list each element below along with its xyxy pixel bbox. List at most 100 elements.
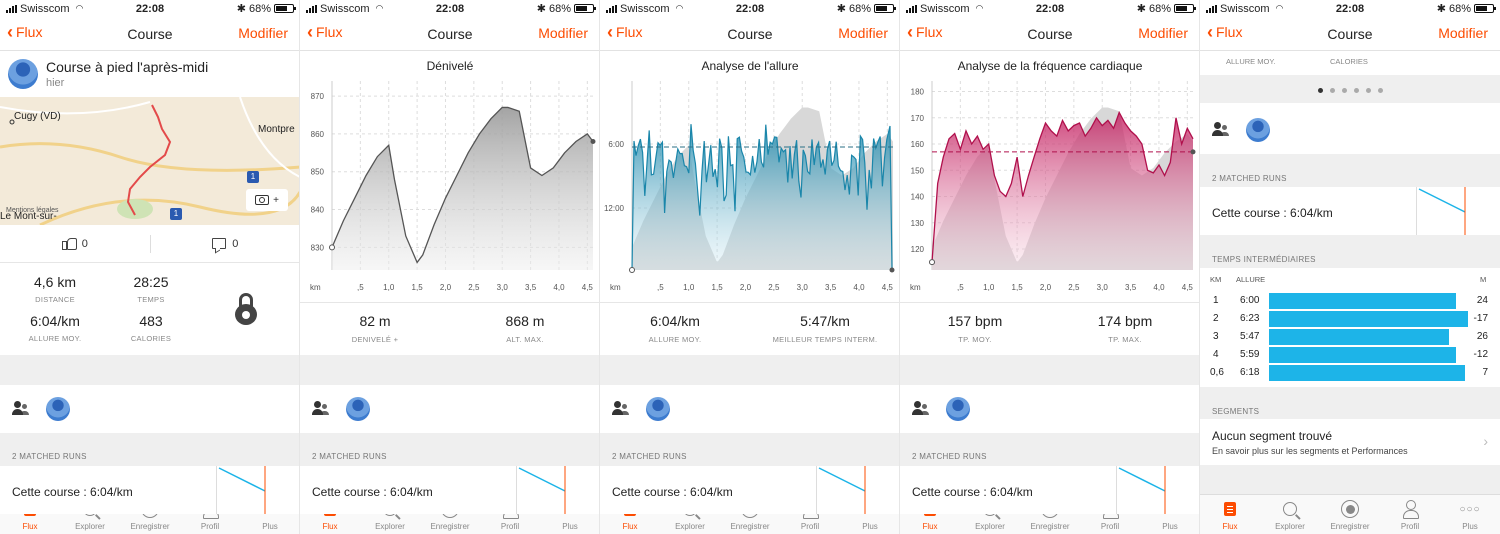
tab-profil[interactable]: Profil: [1380, 495, 1440, 534]
battery-percent: 68%: [248, 2, 271, 15]
battery-percent: 68%: [1148, 2, 1171, 15]
divider: [149, 234, 151, 253]
tab-plus[interactable]: ○○○ Plus: [1440, 495, 1500, 534]
start-point: [629, 267, 635, 273]
page-dots[interactable]: [1200, 88, 1500, 93]
matched-run-row[interactable]: Cette course : 6:04/km: [600, 466, 899, 514]
y-tick-label: 180: [911, 88, 925, 97]
y-tick-label: 830: [311, 243, 325, 252]
gray-band: [1200, 235, 1500, 268]
back-button[interactable]: ‹ Flux: [307, 23, 342, 41]
chart-elevation[interactable]: ,5 1,0 1,5 2,0 2,5 3,0 3,5 4,0 4,5 km 830 840 850 860…: [300, 81, 599, 302]
athlete-avatar[interactable]: [8, 59, 38, 89]
nav-bar: ‹ Flux Course Modifier: [900, 17, 1199, 51]
matched-run-row[interactable]: Cette course : 6:04/km: [300, 466, 599, 514]
athletes-row[interactable]: [600, 385, 899, 433]
stat-cell: 6:04/km ALLURE MOY.: [600, 303, 750, 354]
x-tick-label: 2,0: [440, 283, 452, 292]
matched-run-row[interactable]: Cette course : 6:04/km: [0, 466, 299, 514]
battery-icon: [1474, 4, 1496, 13]
tab-enregistrer[interactable]: Enregistrer: [1320, 495, 1380, 534]
back-button[interactable]: ‹ Flux: [7, 23, 42, 41]
plus-label: +: [273, 194, 279, 206]
edit-button[interactable]: Modifier: [1438, 25, 1488, 41]
tab-label: Flux: [1222, 522, 1238, 531]
signal-icon: [6, 4, 17, 13]
search-icon: [1283, 499, 1297, 519]
edit-button[interactable]: Modifier: [1138, 25, 1188, 41]
stat-value: 28:25: [133, 274, 169, 290]
chevron-right-icon: ›: [1483, 433, 1488, 449]
status-right: ✱ 68%: [537, 2, 596, 15]
x-tick-label: 1,0: [383, 283, 395, 292]
split-km: 1: [1213, 295, 1219, 306]
edit-button[interactable]: Modifier: [238, 25, 288, 41]
tab-label: Explorer: [1275, 522, 1305, 531]
y-tick-label: 6:00: [608, 140, 624, 149]
segments-row[interactable]: Aucun segment trouvé En savoir plus sur l…: [1200, 419, 1500, 465]
athletes-row[interactable]: [900, 385, 1199, 433]
avatar[interactable]: [946, 397, 970, 421]
route-map[interactable]: Cugy (VD) Montpre Le Mont-sur- Mentions lég…: [0, 97, 299, 225]
map-legal-link[interactable]: Mentions légales: [6, 207, 59, 214]
signal-icon: [606, 4, 617, 13]
splits-header: KM ALLURE M: [1200, 272, 1500, 290]
matched-run-sparkline: [816, 466, 899, 514]
gray-band: [1200, 154, 1500, 187]
matched-run-row[interactable]: Cette course : 6:04/km: [1200, 187, 1500, 235]
avatar[interactable]: [46, 397, 70, 421]
tab-explorer[interactable]: Explorer: [1260, 495, 1320, 534]
edit-button[interactable]: Modifier: [538, 25, 588, 41]
matched-runs-label: 2 MATCHED RUNS: [312, 452, 387, 461]
avatar[interactable]: [646, 397, 670, 421]
back-button[interactable]: ‹ Flux: [1207, 23, 1242, 41]
chart-pace[interactable]: ,5 1,0 1,5 2,0 2,5 3,0 3,5 4,0 4,5 km 6:00 12:00: [600, 81, 899, 302]
athletes-row[interactable]: [0, 385, 299, 433]
stat-label: CALORIES: [1330, 57, 1368, 66]
matched-run-text: Cette course : 6:04/km: [312, 485, 433, 499]
battery-icon: [574, 4, 596, 13]
activity-header[interactable]: Course à pied l'après-midi hier: [0, 51, 299, 97]
stat-value: 5:47/km: [800, 313, 850, 329]
tab-flux[interactable]: Flux: [1200, 495, 1260, 534]
avatar[interactable]: [346, 397, 370, 421]
back-button[interactable]: ‹ Flux: [607, 23, 642, 41]
add-photo-button[interactable]: +: [246, 189, 288, 211]
back-button[interactable]: ‹ Flux: [907, 23, 942, 41]
activity-date: hier: [46, 77, 65, 89]
segments-learn-more[interactable]: En savoir plus sur les segments et Perfo…: [1212, 446, 1408, 456]
tab-label: Flux: [622, 522, 638, 531]
x-tick-label: 1,0: [983, 283, 995, 292]
stat-label: DISTANCE: [35, 295, 75, 304]
x-tick-label: 2,5: [1068, 283, 1080, 292]
avatar[interactable]: [1246, 118, 1270, 142]
chart-heart[interactable]: ,5 1,0 1,5 2,0 2,5 3,0 3,5 4,0 4,5 km 120 130 140 150…: [900, 81, 1199, 302]
split-pace: 5:47: [1240, 331, 1260, 342]
stat-value: 174 bpm: [1097, 313, 1153, 329]
flux-icon: [1224, 499, 1236, 519]
x-tick-label: 3,5: [525, 283, 537, 292]
carrier-name: Swisscom: [1220, 2, 1270, 15]
matched-run-text: Cette course : 6:04/km: [12, 485, 133, 499]
y-tick-label: 840: [311, 206, 325, 215]
x-tick-label: 3,5: [825, 283, 837, 292]
comment-button[interactable]: 0: [151, 238, 300, 250]
x-tick-label: 2,5: [468, 283, 480, 292]
battery-percent: 68%: [548, 2, 571, 15]
edit-button[interactable]: Modifier: [838, 25, 888, 41]
athletes-row[interactable]: [1200, 106, 1500, 154]
lock-icon[interactable]: [235, 293, 257, 325]
kudos-button[interactable]: 0: [0, 237, 150, 250]
page-dot: [1329, 88, 1335, 93]
matched-run-row[interactable]: Cette course : 6:04/km: [900, 466, 1199, 514]
x-tick-label: 4,5: [1182, 283, 1194, 292]
stat-label: ALT. MAX.: [506, 335, 544, 344]
group-icon: [912, 401, 932, 417]
chart-title: Analyse de l'allure: [701, 59, 799, 73]
stat-cell: 6:04/km ALLURE MOY.: [0, 313, 110, 343]
chart-stats: 82 m DENIVELÉ + 868 m ALT. MAX.: [300, 302, 599, 354]
athletes-row[interactable]: [300, 385, 599, 433]
screen-chart-elevation: Swisscom ◠ 22:08 ✱ 68% ‹ Flux Course Modi…: [300, 0, 600, 534]
